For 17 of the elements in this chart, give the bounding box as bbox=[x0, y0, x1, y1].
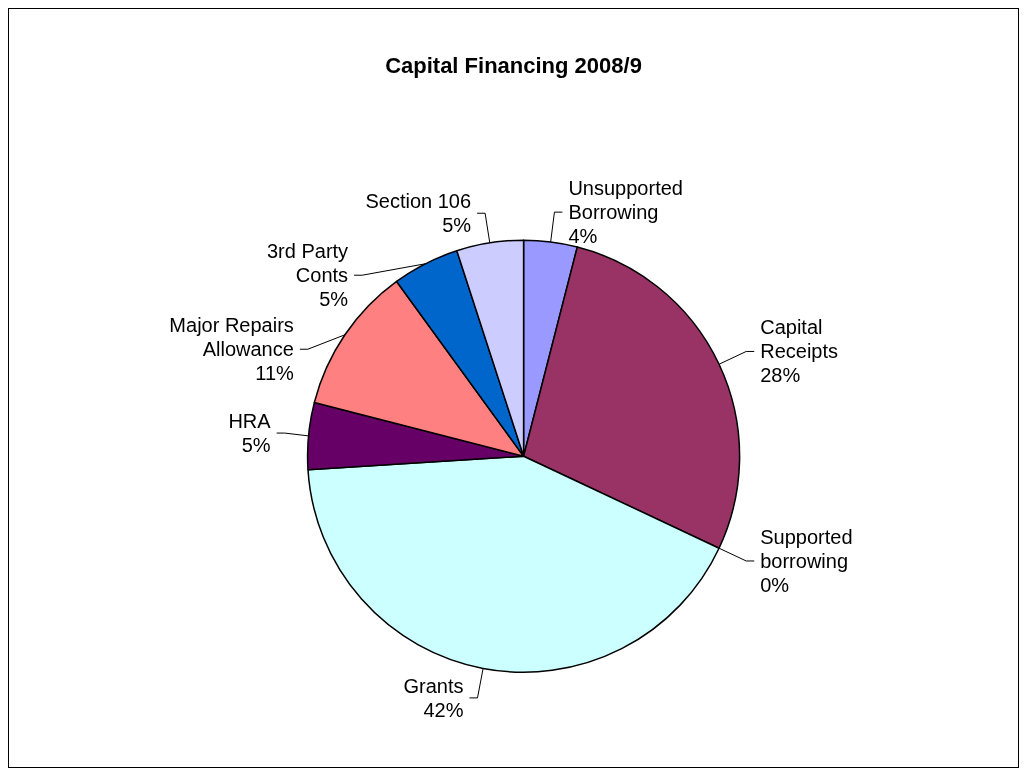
data-label: 4% bbox=[568, 225, 598, 248]
slice-label: Grants bbox=[403, 674, 464, 697]
data-label: 28% bbox=[760, 364, 801, 387]
data-label: 5% bbox=[319, 288, 349, 311]
legend-label: Supported borrowing bbox=[760, 525, 853, 572]
slice-label: HRA bbox=[228, 410, 272, 433]
slice-label: Major Repairs Allowance bbox=[169, 314, 294, 361]
data-label: 5% bbox=[442, 214, 472, 237]
slice-label: Section 106 bbox=[365, 190, 472, 213]
data-label: 5% bbox=[241, 434, 271, 457]
data-label: 11% bbox=[255, 362, 295, 385]
slice-label: 3rd Party Conts bbox=[266, 240, 349, 287]
slice-label: Capital Receipts bbox=[760, 316, 839, 363]
text: 0% bbox=[760, 573, 790, 596]
chart-title: Capital Financing 2008/9 bbox=[385, 52, 642, 78]
data-label: 42% bbox=[423, 698, 464, 721]
slice-label: Unsupported Borrowing bbox=[568, 177, 683, 224]
